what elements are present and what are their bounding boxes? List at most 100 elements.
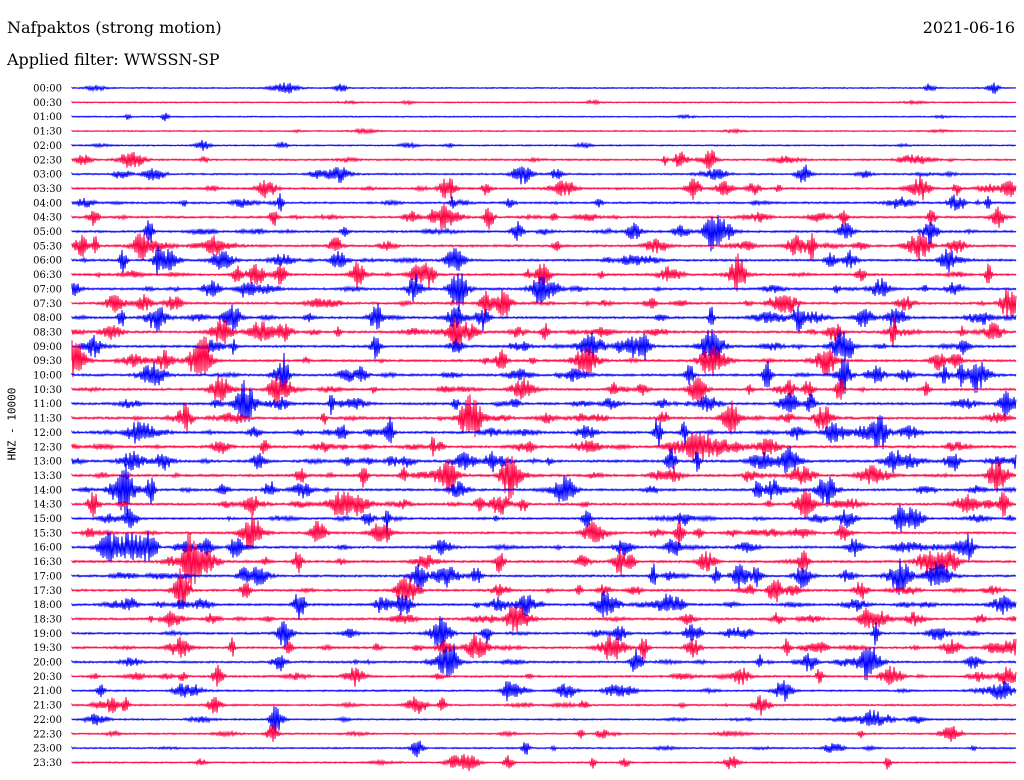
row-label: 13:00 [33, 457, 62, 468]
row-label: 12:00 [33, 428, 62, 439]
filter-label: Applied filter: WWSSN-SP [7, 50, 220, 69]
row-label: 05:00 [33, 227, 62, 238]
trace-line [71, 415, 1017, 450]
trace-line [71, 316, 1017, 352]
row-label: 02:30 [33, 155, 62, 166]
row-label: 14:00 [33, 485, 62, 496]
row-label: 10:00 [33, 371, 62, 382]
row-label: 08:00 [33, 313, 62, 324]
trace-line [71, 375, 1017, 404]
trace-line [71, 164, 1017, 185]
trace-line [71, 590, 1017, 620]
trace-line [71, 513, 1017, 550]
row-label: 18:00 [33, 600, 62, 611]
row-label: 16:00 [33, 543, 62, 554]
trace-line [71, 127, 1017, 136]
trace-line [71, 175, 1017, 201]
row-label: 17:00 [33, 571, 62, 582]
trace-line [71, 643, 1017, 681]
row-label: 13:30 [33, 471, 62, 482]
row-label: 00:30 [33, 98, 62, 109]
trace-line [71, 288, 1017, 318]
chart-date: 2021-06-16 [922, 18, 1015, 37]
trace-line [71, 456, 1017, 500]
row-label: 11:30 [33, 414, 62, 425]
trace-line [71, 336, 1017, 378]
row-label: 18:30 [33, 614, 62, 625]
trace-line [71, 446, 1017, 473]
row-label: 12:30 [33, 442, 62, 453]
row-label: 10:30 [33, 385, 62, 396]
trace-line [71, 244, 1017, 277]
trace-line [71, 530, 1017, 563]
row-label: 04:30 [33, 213, 62, 224]
row-label: 01:00 [33, 112, 62, 123]
row-label: 19:00 [33, 629, 62, 640]
trace-line [71, 253, 1017, 292]
row-label: 07:00 [33, 284, 62, 295]
trace-line [71, 98, 1017, 106]
row-label: 20:30 [33, 672, 62, 683]
trace-line [71, 430, 1017, 461]
row-label: 02:00 [33, 141, 62, 152]
row-label: 21:00 [33, 686, 62, 697]
trace-line [71, 664, 1017, 687]
trace-line [71, 112, 1017, 122]
row-label: 01:30 [33, 127, 62, 138]
trace-line [71, 394, 1017, 438]
trace-line [71, 533, 1017, 590]
trace-line [71, 724, 1017, 742]
trace-line [71, 139, 1017, 151]
row-label: 20:00 [33, 658, 62, 669]
row-label: 08:30 [33, 327, 62, 338]
trace-line [71, 203, 1017, 230]
trace-line [71, 568, 1017, 610]
trace-line [71, 705, 1017, 739]
trace-line [71, 329, 1017, 364]
trace-line [71, 214, 1017, 252]
trace-line [71, 193, 1017, 212]
row-label: 09:30 [33, 356, 62, 367]
row-label: 15:30 [33, 528, 62, 539]
row-label: 06:30 [33, 270, 62, 281]
trace-line [71, 82, 1017, 94]
row-label: 06:00 [33, 256, 62, 267]
row-label: 23:00 [33, 744, 62, 755]
trace-line [71, 680, 1017, 702]
trace-line [71, 616, 1017, 654]
trace-line [71, 489, 1017, 518]
row-label: 16:30 [33, 557, 62, 568]
row-label: 22:00 [33, 715, 62, 726]
row-label: 22:30 [33, 729, 62, 740]
trace-rows: 00:00 00:30 01:00 01:30 02:00 02:30 03:00 03:30… [33, 82, 1017, 771]
trace-line [71, 463, 1017, 516]
trace-line [71, 232, 1017, 261]
trace-line [71, 352, 1017, 396]
row-label: 19:30 [33, 643, 62, 654]
trace-line [71, 753, 1017, 771]
row-label: 03:00 [33, 170, 62, 181]
row-label: 23:30 [33, 758, 62, 769]
trace-line [71, 558, 1017, 596]
trace-line [71, 379, 1017, 422]
trace-line [71, 605, 1017, 632]
row-label: 07:30 [33, 299, 62, 310]
row-label: 05:30 [33, 241, 62, 252]
row-label: 15:00 [33, 514, 62, 525]
trace-line [71, 740, 1017, 758]
row-label: 11:00 [33, 399, 62, 410]
trace-line [71, 272, 1017, 312]
trace-line [71, 149, 1017, 170]
row-label: 17:30 [33, 586, 62, 597]
row-label: 03:30 [33, 184, 62, 195]
chart-title: Nafpaktos (strong motion) [7, 18, 222, 37]
row-label: 21:30 [33, 701, 62, 712]
row-label: 09:00 [33, 342, 62, 353]
trace-line [71, 695, 1017, 716]
trace-line [71, 303, 1017, 334]
trace-line [71, 504, 1017, 535]
row-label: 00:00 [33, 84, 62, 95]
row-label: 14:30 [33, 500, 62, 511]
trace-line [71, 632, 1017, 660]
